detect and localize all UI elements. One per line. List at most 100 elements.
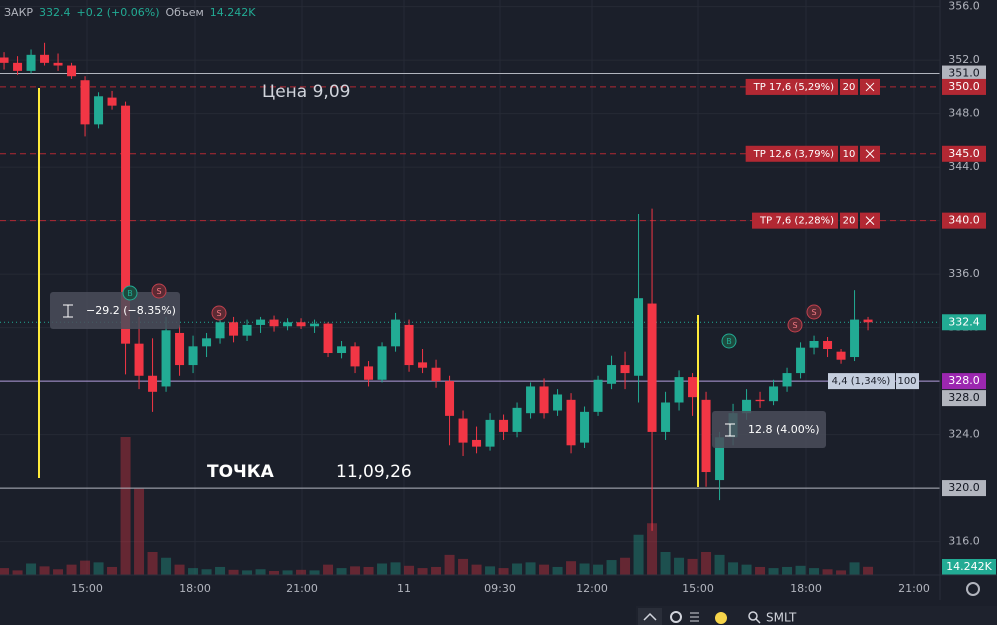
menu-button[interactable] bbox=[690, 612, 699, 622]
candle-body bbox=[553, 394, 563, 411]
search-icon[interactable] bbox=[748, 611, 758, 621]
candle-body bbox=[337, 346, 347, 354]
annotation: 11,09,26 bbox=[336, 462, 412, 482]
candle-body bbox=[742, 399, 752, 414]
volume-bar bbox=[782, 566, 793, 575]
candle-body bbox=[674, 377, 684, 403]
volume-bar bbox=[377, 563, 388, 575]
volume-bar bbox=[444, 554, 455, 575]
candle-body bbox=[323, 323, 333, 354]
volume-bar bbox=[606, 560, 617, 575]
candle-body bbox=[661, 402, 671, 432]
volume-bar bbox=[660, 552, 671, 575]
volume-bar bbox=[620, 557, 631, 575]
volume-bar bbox=[363, 566, 374, 575]
price-label-box bbox=[942, 390, 986, 407]
volume-bar bbox=[201, 569, 212, 575]
order-label: TP 17,6 (5,29%) bbox=[753, 82, 834, 93]
candle-body bbox=[107, 97, 117, 106]
candle-body bbox=[634, 298, 644, 376]
order-box bbox=[745, 145, 838, 162]
order-label: TP 12,6 (3,79%) bbox=[753, 149, 834, 160]
trade-marker-label: S bbox=[792, 321, 797, 330]
volume-bar bbox=[228, 569, 239, 575]
header-text: 14.242K bbox=[210, 6, 256, 19]
volume-bar bbox=[107, 566, 118, 575]
trade-marker bbox=[806, 304, 822, 320]
volume-bar bbox=[498, 568, 509, 575]
volume-bar bbox=[525, 562, 536, 575]
candle-body bbox=[512, 407, 522, 432]
candle-body bbox=[256, 319, 266, 325]
theme-button[interactable] bbox=[715, 612, 727, 624]
candle-body bbox=[647, 303, 657, 432]
y-tick-label: 324.0 bbox=[948, 428, 980, 441]
trade-marker bbox=[211, 305, 227, 321]
volume-bar bbox=[458, 558, 469, 575]
order-qty: 10 bbox=[843, 149, 856, 160]
header-text: ЗАКР bbox=[4, 6, 33, 19]
volume-bar bbox=[647, 523, 658, 575]
volume-bar bbox=[174, 564, 185, 575]
position-qty: 100 bbox=[897, 376, 916, 387]
volume-bar bbox=[350, 566, 361, 575]
candle-body bbox=[836, 351, 846, 360]
candle-body bbox=[431, 367, 441, 382]
order-close-icon bbox=[865, 149, 875, 159]
candle-body bbox=[607, 365, 617, 384]
volume-bar bbox=[282, 570, 293, 575]
y-tick-label: 356.0 bbox=[948, 0, 980, 13]
volume-bar bbox=[80, 560, 91, 575]
candle-body bbox=[148, 375, 158, 392]
volume-bar bbox=[120, 437, 131, 575]
candle-body bbox=[202, 338, 212, 347]
candle-body bbox=[283, 322, 293, 327]
order-box bbox=[745, 78, 838, 95]
candle-body bbox=[229, 322, 239, 336]
candle-body bbox=[404, 324, 414, 366]
order-label: TP 7,6 (2,28%) bbox=[759, 216, 834, 227]
volume-bar bbox=[188, 568, 199, 575]
x-tick-label: 21:00 bbox=[898, 582, 930, 595]
position-qty-box bbox=[896, 373, 919, 390]
toolbar bbox=[636, 606, 997, 625]
volume-bar bbox=[633, 534, 644, 575]
candle-body bbox=[188, 346, 198, 366]
candle-body bbox=[755, 399, 765, 402]
trade-marker bbox=[122, 285, 138, 301]
collapse-button[interactable] bbox=[638, 608, 662, 625]
volume-bar bbox=[849, 562, 860, 575]
measure-icon bbox=[63, 304, 73, 318]
volume-bar bbox=[593, 564, 604, 575]
position-label: 4,4 (1,34%) bbox=[832, 376, 891, 387]
volume-bar bbox=[242, 570, 253, 575]
candle-body bbox=[391, 319, 401, 347]
price-label-box bbox=[942, 480, 986, 497]
price-label: 332.4 bbox=[948, 315, 980, 328]
volume-bar bbox=[215, 566, 226, 575]
order-box bbox=[752, 212, 838, 229]
candle-body bbox=[0, 57, 9, 63]
volume-bar bbox=[431, 566, 442, 575]
volume-bar bbox=[714, 554, 725, 575]
volume-bar bbox=[255, 569, 266, 575]
price-label: 340.0 bbox=[948, 214, 980, 227]
settings-icon[interactable] bbox=[966, 582, 980, 596]
settings-button[interactable] bbox=[670, 611, 682, 623]
x-tick-label: 18:00 bbox=[790, 582, 822, 595]
candle-body bbox=[26, 54, 36, 71]
trade-marker bbox=[721, 333, 737, 349]
candle-body bbox=[715, 437, 725, 481]
y-tick-label: 352.0 bbox=[948, 53, 980, 66]
header-text: 332.4 bbox=[39, 6, 71, 19]
symbol-search[interactable]: SMLT bbox=[766, 611, 797, 625]
volume-bar bbox=[296, 569, 307, 575]
volume-bar bbox=[836, 570, 847, 575]
candle-body bbox=[580, 411, 590, 443]
annotation: ТОЧКА bbox=[207, 462, 275, 482]
volume-bar bbox=[53, 569, 64, 575]
y-tick-label: 336.0 bbox=[948, 267, 980, 280]
price-label: 328.0 bbox=[948, 391, 980, 404]
price-label-box bbox=[942, 78, 986, 95]
candle-body bbox=[94, 96, 104, 125]
